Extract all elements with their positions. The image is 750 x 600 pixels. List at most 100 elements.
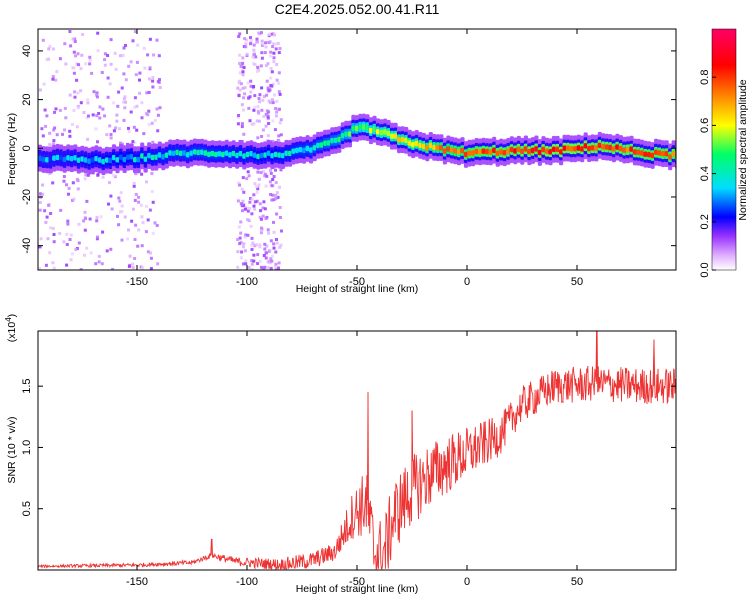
noise-speckle — [118, 210, 122, 214]
ridge-cell — [312, 145, 317, 151]
ridge-cell — [143, 156, 148, 162]
noise-speckle — [79, 268, 83, 270]
noise-speckle — [274, 42, 278, 46]
noise-speckle — [50, 144, 54, 148]
noise-speckle — [259, 171, 263, 175]
noise-speckle — [236, 122, 240, 126]
ridge-cell — [446, 146, 451, 152]
noise-speckle — [279, 243, 283, 247]
noise-speckle — [62, 240, 66, 244]
noise-speckle — [274, 268, 278, 270]
noise-speckle — [261, 42, 265, 46]
noise-speckle — [106, 54, 110, 57]
noise-speckle — [101, 107, 105, 111]
noise-speckle — [272, 198, 276, 202]
ridge-cell — [611, 146, 616, 152]
noise-speckle — [98, 105, 102, 109]
noise-speckle — [253, 105, 257, 109]
noise-speckle — [273, 128, 277, 132]
noise-speckle — [108, 124, 112, 128]
noise-speckle — [277, 71, 281, 75]
noise-speckle — [131, 262, 135, 266]
ridge-cell — [478, 149, 483, 155]
ridge-cell — [530, 147, 535, 154]
ridge-cell — [252, 152, 257, 158]
noise-speckle — [105, 133, 109, 137]
noise-speckle — [257, 119, 261, 123]
noise-speckle — [256, 105, 260, 109]
noise-speckle — [279, 118, 283, 122]
ridge-cell — [326, 140, 331, 146]
noise-speckle — [255, 199, 259, 203]
noise-speckle — [240, 204, 244, 208]
noise-speckle — [117, 90, 121, 94]
noise-speckle — [272, 56, 276, 60]
noise-speckle — [44, 124, 47, 128]
noise-speckle — [258, 32, 262, 36]
ridge-cell — [390, 133, 395, 139]
noise-speckle — [269, 50, 273, 54]
ridge-cell — [337, 136, 342, 143]
noise-speckle — [278, 92, 282, 96]
noise-speckle — [73, 37, 77, 41]
ridge-cell — [161, 154, 166, 160]
ridge-cell — [111, 154, 117, 161]
noise-speckle — [238, 88, 242, 92]
noise-speckle — [278, 245, 282, 249]
noise-speckle — [133, 257, 137, 260]
x-tick-label: 0 — [464, 276, 470, 288]
noise-speckle — [275, 78, 279, 82]
noise-speckle — [88, 217, 92, 221]
noise-speckle — [275, 114, 278, 118]
noise-speckle — [265, 93, 269, 97]
noise-speckle — [252, 253, 256, 257]
noise-speckle — [132, 125, 136, 129]
noise-speckle — [262, 115, 266, 118]
noise-speckle — [45, 58, 49, 62]
noise-speckle — [51, 75, 55, 78]
noise-speckle — [132, 184, 136, 188]
noise-speckle — [153, 119, 157, 122]
noise-speckle — [144, 230, 148, 234]
noise-speckle — [269, 76, 273, 80]
colorbar: 0.0 0.2 0.4 0.6 0.8 Normalized spectral ampl… — [699, 28, 749, 278]
noise-speckle — [275, 238, 278, 241]
noise-speckle — [72, 108, 76, 112]
ridge-cell — [55, 154, 60, 161]
ridge-cell — [537, 149, 542, 156]
ridge-cell — [108, 157, 113, 164]
ridge-cell — [270, 153, 275, 159]
ridge-cell — [203, 150, 208, 156]
noise-speckle — [257, 111, 261, 115]
noise-speckle — [243, 207, 247, 211]
ridge-cell — [661, 151, 666, 157]
noise-speckle — [69, 258, 73, 262]
noise-speckle — [38, 267, 42, 270]
noise-speckle — [114, 126, 118, 130]
noise-speckle — [100, 262, 104, 266]
noise-speckle — [239, 231, 243, 235]
noise-speckle — [267, 122, 271, 125]
ridge-cell — [397, 137, 402, 143]
noise-speckle — [41, 183, 45, 187]
noise-speckle — [246, 81, 250, 85]
noise-speckle — [73, 40, 77, 43]
noise-speckle — [44, 263, 48, 267]
noise-speckle — [242, 66, 246, 69]
noise-speckle — [142, 132, 146, 136]
noise-speckle — [77, 241, 81, 245]
noise-speckle — [260, 135, 264, 138]
noise-speckle — [260, 31, 263, 35]
ridge-cell — [375, 129, 381, 135]
noise-speckle — [236, 115, 240, 119]
ridge-cell — [38, 155, 43, 161]
noise-speckle — [62, 175, 66, 178]
noise-speckle — [277, 266, 280, 270]
snr-background — [38, 331, 676, 570]
noise-speckle — [43, 209, 47, 213]
noise-speckle — [103, 58, 107, 62]
noise-speckle — [265, 109, 269, 113]
y-tick-label: 1.5 — [21, 379, 33, 394]
noise-speckle — [69, 44, 73, 48]
